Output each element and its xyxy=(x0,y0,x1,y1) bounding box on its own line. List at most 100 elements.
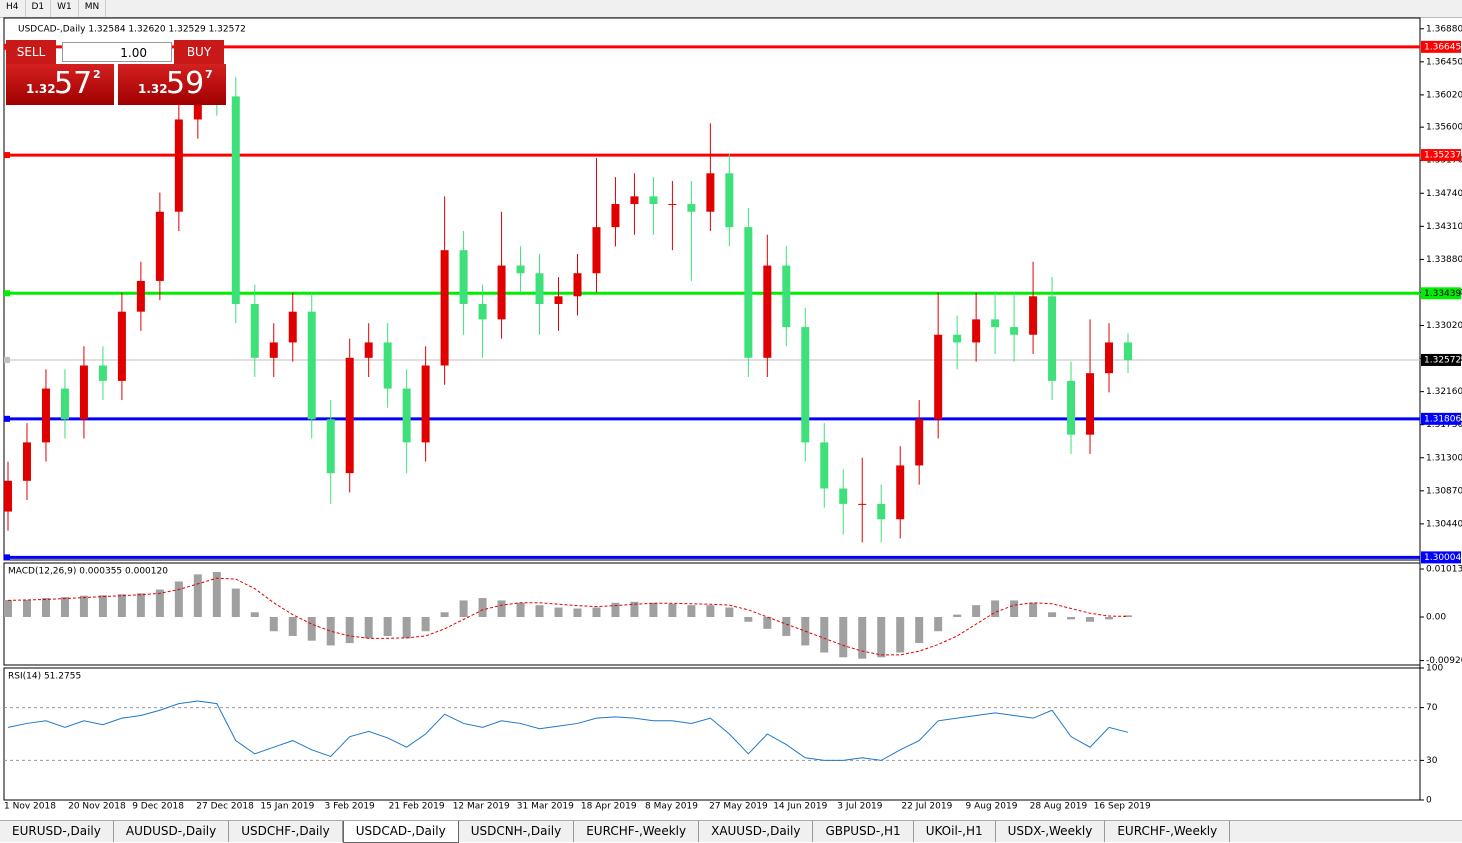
level-label: 1.32572 xyxy=(1424,355,1461,365)
macd-bar xyxy=(1029,602,1038,618)
signal-line xyxy=(7,577,1129,656)
macd-bar xyxy=(4,599,12,618)
sell-price[interactable]: 1.32 57 2 xyxy=(6,64,114,105)
level-label-box xyxy=(1421,353,1461,366)
level-label-box xyxy=(1421,551,1461,564)
macd-bar xyxy=(1086,617,1095,622)
x-tick-label: 3 Jul 2019 xyxy=(837,802,882,812)
chart-tab[interactable]: USDCHF-,Daily xyxy=(229,821,343,842)
candle-body xyxy=(1105,342,1114,374)
timeframe-tab[interactable]: H4 xyxy=(0,0,26,17)
chart-tab[interactable]: XAUUSD-,Daily xyxy=(699,821,814,842)
y-tick-label: -0.009203 xyxy=(1426,656,1462,666)
chart-tab[interactable]: AUDUSD-,Daily xyxy=(114,821,230,842)
timeframe-tab[interactable]: W1 xyxy=(51,0,79,17)
y-tick-label: 1.33020 xyxy=(1426,321,1462,331)
level-handle xyxy=(4,290,10,297)
candle-body xyxy=(706,173,715,212)
level-label-box xyxy=(1421,40,1461,53)
candle-body xyxy=(364,342,373,358)
level-label: 1.36645 xyxy=(1424,42,1461,52)
buy-button[interactable]: BUY xyxy=(174,40,224,64)
candle-body xyxy=(60,388,69,420)
macd-bar xyxy=(421,617,430,632)
candle-body xyxy=(649,196,658,205)
trade-panel: SELL 1.00 BUY 1.32 57 2 1.32 59 7 xyxy=(6,40,226,105)
candle-body xyxy=(1010,327,1019,335)
macd-bar xyxy=(193,574,202,618)
chart-tab[interactable]: EURUSD-,Daily xyxy=(0,821,114,842)
candle-body xyxy=(98,365,107,381)
macd-bar xyxy=(630,601,639,618)
y-tick-label: 0.010131 xyxy=(1426,565,1462,575)
macd-bar xyxy=(972,605,981,618)
timeframe-tab[interactable]: MN xyxy=(79,0,107,17)
level-label-box xyxy=(1421,149,1461,162)
timeframe-tab[interactable]: D1 xyxy=(26,0,52,17)
macd-bar xyxy=(877,617,886,658)
macd-bar xyxy=(554,607,563,618)
lot-input[interactable]: 1.00 xyxy=(62,42,172,62)
macd-bar xyxy=(117,594,126,618)
x-tick-label: 1 Nov 2018 xyxy=(4,802,56,812)
macd-bar xyxy=(1124,615,1132,618)
x-tick-label: 20 Nov 2018 xyxy=(68,802,126,812)
macd-bar xyxy=(1010,600,1019,618)
candle-body xyxy=(953,334,962,343)
candle-body xyxy=(592,227,601,274)
level-label: 1.33439 xyxy=(1424,289,1461,299)
candle-body xyxy=(801,327,810,443)
macd-bar xyxy=(269,617,278,632)
y-tick-label: 1.36450 xyxy=(1426,57,1462,67)
y-tick-label: 30 xyxy=(1426,756,1438,766)
macd-bar xyxy=(782,617,791,636)
chart-tab[interactable]: EURCHF-,Weekly xyxy=(574,821,700,842)
macd-bar xyxy=(839,617,848,658)
chart-tab[interactable]: EURCHF-,Weekly xyxy=(1105,821,1231,842)
candle-body xyxy=(1029,296,1038,335)
chart-tab[interactable]: GBPUSD-,H1 xyxy=(813,821,914,842)
level-label: 1.31806 xyxy=(1424,414,1461,424)
macd-bar xyxy=(307,617,316,641)
buy-price[interactable]: 1.32 59 7 xyxy=(118,64,226,105)
chart-tab[interactable]: USDCAD-,Daily xyxy=(342,821,459,843)
candle-body xyxy=(725,173,734,228)
candle-body xyxy=(535,273,544,304)
x-tick-label: 8 May 2019 xyxy=(645,802,698,812)
macd-bar xyxy=(573,608,582,618)
sell-button[interactable]: SELL xyxy=(6,40,56,64)
x-tick-label: 31 Mar 2019 xyxy=(517,802,574,812)
candle-body xyxy=(934,334,943,420)
macd-bar xyxy=(41,598,50,618)
level-label: 1.30004 xyxy=(1424,553,1461,563)
macd-bar xyxy=(459,600,468,618)
y-tick-label: 1.30870 xyxy=(1426,486,1462,496)
x-tick-label: 27 Dec 2018 xyxy=(196,802,254,812)
candle-body xyxy=(155,211,164,281)
macd-bar xyxy=(250,612,259,618)
candle-body xyxy=(744,227,753,358)
macd-bar xyxy=(896,617,905,653)
macd-bar xyxy=(649,602,658,618)
chart-tab[interactable]: USDCNH-,Daily xyxy=(459,821,575,842)
y-tick-label: 1.34740 xyxy=(1426,189,1462,199)
candle-body xyxy=(250,303,259,358)
level-label: 1.35237 xyxy=(1424,151,1461,161)
level-handle xyxy=(4,356,10,363)
y-tick-label: 0 xyxy=(1426,796,1432,806)
chart-tab[interactable]: USDX-,Weekly xyxy=(996,821,1106,842)
candle-body xyxy=(877,503,886,520)
y-tick-label: 1.32160 xyxy=(1426,387,1462,397)
chart-tabs: EURUSD-,Daily AUDUSD-,Daily USDCHF-,Daily U… xyxy=(0,820,1462,843)
macd-bar xyxy=(611,602,620,618)
y-tick-label: 100 xyxy=(1426,664,1443,674)
y-tick-label: 70 xyxy=(1426,703,1438,713)
macd-bar xyxy=(136,593,145,618)
macd-bar xyxy=(763,617,772,629)
macd-bar xyxy=(953,614,962,618)
chart-tab[interactable]: UKOil-,H1 xyxy=(914,821,996,842)
price-pip: 7 xyxy=(205,68,213,81)
macd-bar xyxy=(915,617,924,644)
macd-bar xyxy=(516,602,525,618)
x-tick-label: 22 Jul 2019 xyxy=(901,802,952,812)
